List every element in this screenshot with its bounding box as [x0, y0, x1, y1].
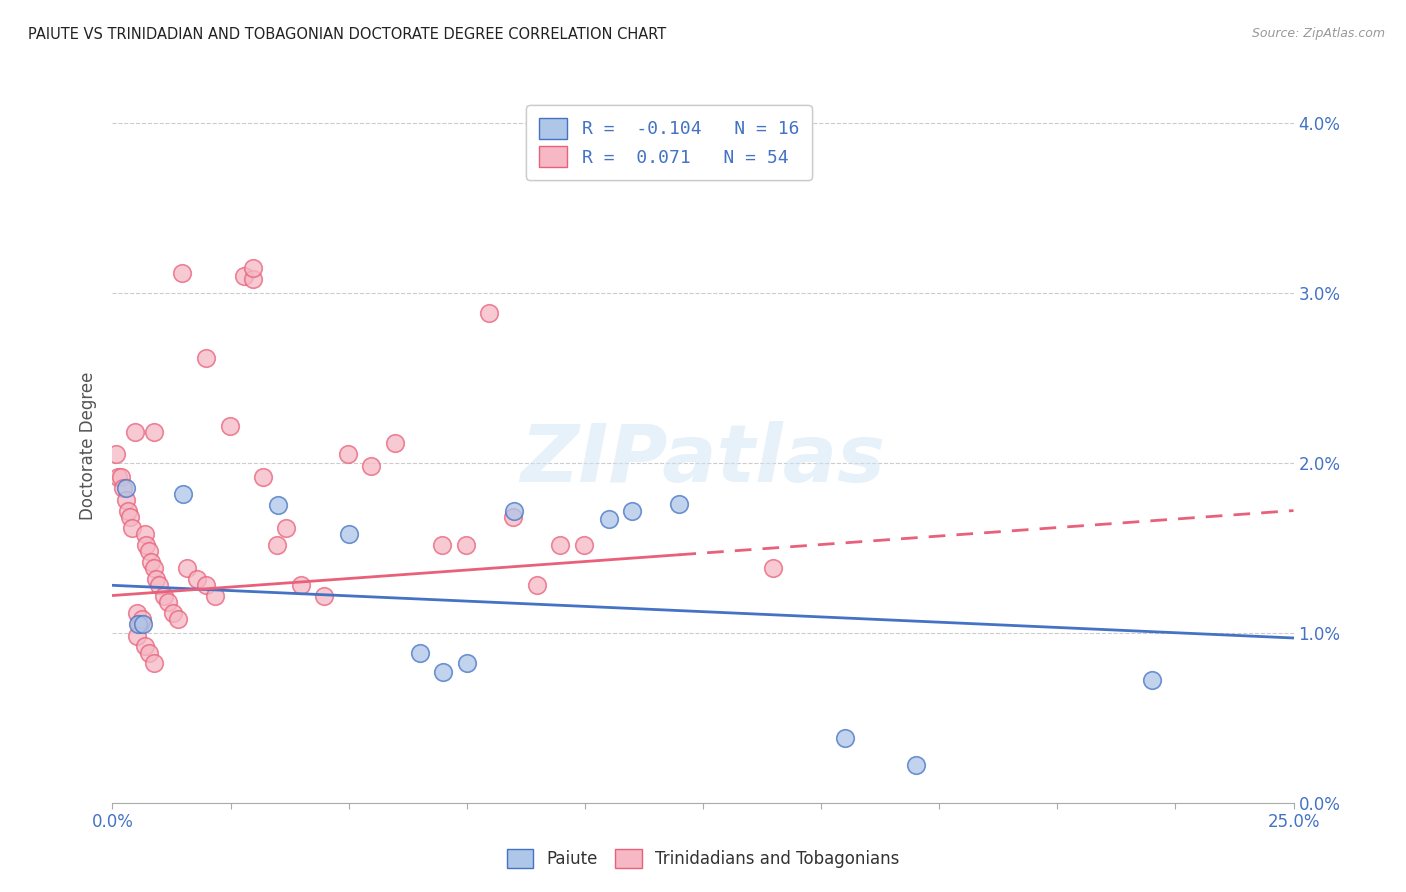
Point: [266, 537, 288, 551]
Point: [105, 448, 128, 462]
Point: [204, 589, 226, 603]
Point: [135, 537, 157, 551]
Point: [276, 520, 298, 534]
Point: [120, 510, 142, 524]
Point: [456, 657, 478, 671]
Point: [526, 578, 548, 592]
Point: [127, 617, 149, 632]
Point: [134, 527, 156, 541]
Point: [143, 425, 166, 440]
Point: [162, 606, 184, 620]
Point: [454, 537, 477, 551]
Point: [337, 527, 360, 541]
Point: [134, 640, 156, 654]
Point: [145, 572, 167, 586]
Point: [408, 646, 430, 660]
Point: [432, 665, 454, 679]
Text: ZIPatlas: ZIPatlas: [520, 421, 886, 500]
Point: [360, 459, 382, 474]
Point: [550, 537, 572, 551]
Point: [176, 561, 198, 575]
Point: [503, 503, 526, 517]
Point: [124, 425, 146, 440]
Point: [138, 544, 160, 558]
Text: Source: ZipAtlas.com: Source: ZipAtlas.com: [1251, 27, 1385, 40]
Point: [242, 260, 264, 275]
Point: [110, 469, 132, 483]
Point: [172, 486, 194, 500]
Y-axis label: Doctorate Degree: Doctorate Degree: [79, 372, 97, 520]
Point: [1140, 673, 1163, 688]
Point: [762, 561, 785, 575]
Point: [384, 435, 406, 450]
Point: [834, 731, 856, 746]
Point: [152, 589, 174, 603]
Point: [114, 493, 136, 508]
Point: [132, 617, 155, 632]
Point: [125, 606, 148, 620]
Point: [141, 555, 163, 569]
Point: [117, 503, 139, 517]
Point: [148, 578, 170, 592]
Point: [195, 578, 218, 592]
Point: [314, 589, 336, 603]
Point: [432, 537, 454, 551]
Point: [668, 497, 690, 511]
Point: [478, 306, 501, 320]
Legend: Paiute, Trinidadians and Tobagonians: Paiute, Trinidadians and Tobagonians: [501, 842, 905, 875]
Point: [107, 469, 129, 483]
Point: [131, 612, 153, 626]
Point: [598, 512, 620, 526]
Point: [186, 572, 208, 586]
Point: [172, 266, 194, 280]
Point: [138, 646, 160, 660]
Point: [111, 482, 134, 496]
Point: [267, 499, 290, 513]
Point: [252, 469, 274, 483]
Point: [336, 448, 359, 462]
Point: [502, 510, 524, 524]
Point: [128, 617, 150, 632]
Point: [125, 629, 148, 643]
Text: PAIUTE VS TRINIDADIAN AND TOBAGONIAN DOCTORATE DEGREE CORRELATION CHART: PAIUTE VS TRINIDADIAN AND TOBAGONIAN DOC…: [28, 27, 666, 42]
Point: [621, 503, 644, 517]
Point: [157, 595, 180, 609]
Point: [143, 561, 166, 575]
Point: [143, 657, 166, 671]
Point: [195, 351, 218, 365]
Point: [166, 612, 188, 626]
Point: [114, 482, 136, 496]
Point: [290, 578, 312, 592]
Point: [121, 520, 143, 534]
Point: [572, 537, 595, 551]
Point: [242, 272, 264, 286]
Point: [904, 758, 927, 772]
Point: [218, 418, 240, 433]
Legend: R =  -0.104   N = 16, R =  0.071   N = 54: R = -0.104 N = 16, R = 0.071 N = 54: [526, 105, 813, 179]
Point: [232, 269, 254, 284]
